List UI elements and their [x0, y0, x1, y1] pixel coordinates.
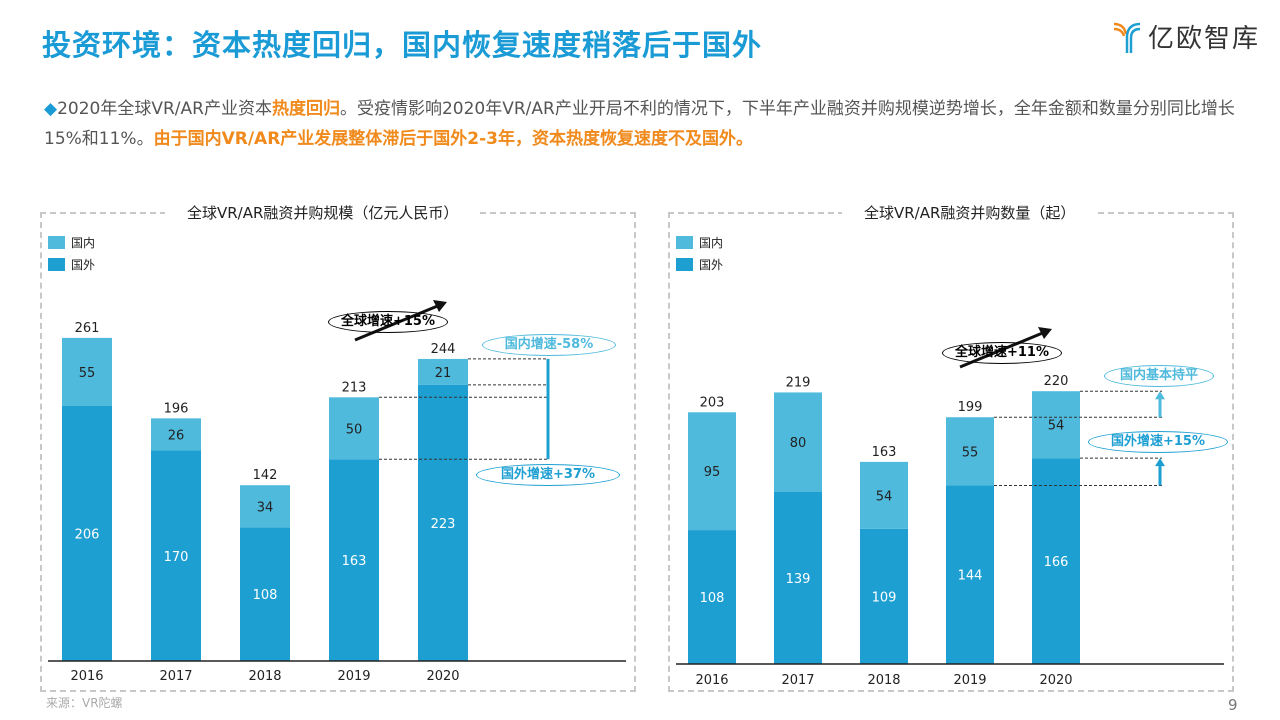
bar-total-label: 203 [700, 395, 725, 410]
chart-title: 全球VR/AR融资并购规模（亿元人民币） [165, 202, 481, 223]
annotation-global-growth: 全球增速+11% [942, 342, 1062, 364]
legend-item-domestic: 国内 [48, 234, 95, 251]
x-tick-label: 2019 [953, 673, 986, 688]
bar-value-label: 109 [872, 590, 897, 605]
arrow-head-icon [1038, 327, 1052, 339]
chart-title: 全球VR/AR融资并购数量（起） [842, 202, 1098, 223]
bar-value-label: 223 [431, 517, 456, 532]
bar-value-label: 55 [962, 445, 979, 460]
bar-value-label: 139 [786, 572, 811, 587]
bar-value-label: 34 [257, 500, 274, 515]
bar-foreign [240, 527, 290, 661]
bar-value-label: 55 [79, 366, 96, 381]
x-tick-label: 2020 [1039, 673, 1072, 688]
legend-item-foreign: 国外 [48, 256, 95, 273]
bar-value-label: 50 [346, 422, 363, 437]
bar-domestic [329, 397, 379, 460]
bar-total-label: 261 [75, 321, 100, 336]
bar-total-label: 219 [786, 375, 811, 390]
page-number: 9 [1228, 696, 1238, 714]
bar-total-label: 244 [431, 342, 456, 357]
x-tick-label: 2016 [695, 673, 728, 688]
bar-foreign [1032, 458, 1080, 664]
bar-domestic [860, 461, 908, 529]
legend-swatch [48, 236, 65, 249]
bar-value-label: 21 [435, 366, 452, 381]
bar-value-label: 108 [700, 591, 725, 606]
summary-paragraph: ◆2020年全球VR/AR产业资本热度回归。受疫情影响2020年VR/AR产业开… [44, 94, 1244, 154]
legend-label: 国内 [71, 236, 96, 250]
bar-domestic [62, 337, 112, 406]
legend-swatch [48, 258, 65, 271]
annotation-global-growth: 全球增速+15% [328, 311, 448, 333]
page-title: 投资环境：资本热度回归，国内恢复速度稍落后于国外 [42, 28, 763, 62]
bar-value-label: 206 [75, 527, 100, 542]
bar-total-label: 163 [872, 445, 897, 460]
source-note: 来源：VR陀螺 [46, 696, 123, 710]
bar-domestic [946, 417, 994, 486]
bar-value-label: 26 [168, 428, 185, 443]
annotation-domestic-growth: 国内增速-58% [482, 334, 616, 356]
bar-foreign [774, 491, 822, 664]
bar-value-label: 80 [790, 436, 807, 451]
bar-value-label: 163 [342, 554, 367, 569]
x-tick-label: 2016 [70, 669, 103, 684]
arrow-head-icon [433, 300, 447, 312]
bar-foreign [62, 405, 112, 661]
annotation-domestic-growth: 国内基本持平 [1104, 365, 1214, 387]
legend-item-foreign: 国外 [676, 256, 723, 273]
bar-total-label: 199 [958, 400, 983, 415]
summary-text: 2020年全球VR/AR产业资本 [57, 99, 272, 119]
bar-foreign [860, 528, 908, 664]
bar-total-label: 142 [253, 468, 278, 483]
annotation-foreign-growth: 国外增速+15% [1088, 431, 1228, 453]
x-tick-label: 2017 [159, 669, 192, 684]
bar-domestic [774, 392, 822, 492]
summary-highlight: 由于国内VR/AR产业发展整体滞后于国外2-3年，资本热度恢复速度不及国外。 [153, 129, 753, 149]
legend-label: 国外 [71, 258, 96, 272]
bar-foreign [329, 459, 379, 661]
x-tick-label: 2018 [867, 673, 900, 688]
bar-foreign [946, 485, 994, 664]
x-tick-label: 2017 [781, 673, 814, 688]
bullet-icon: ◆ [44, 99, 58, 119]
bar-domestic [240, 485, 290, 528]
legend-swatch [676, 258, 693, 271]
bar-foreign [151, 450, 201, 661]
bar-foreign [418, 384, 468, 661]
legend-label: 国内 [699, 236, 724, 250]
logo: 亿欧智库 [1112, 18, 1260, 55]
bar-domestic [418, 358, 468, 385]
bar-total-label: 213 [342, 380, 367, 395]
bar-domestic [1032, 391, 1080, 459]
summary-text: 。受疫情影响2020年VR/AR产业开局不利的情况下，下半年产业融资并购规模逆势… [44, 99, 1235, 149]
summary-highlight: 热度回归 [271, 99, 340, 119]
x-tick-label: 2018 [248, 669, 281, 684]
bar-value-label: 108 [253, 588, 278, 603]
legend-label: 国外 [699, 258, 724, 272]
x-tick-label: 2020 [426, 669, 459, 684]
bar-total-label: 220 [1044, 374, 1069, 389]
bar-domestic [151, 418, 201, 451]
bar-value-label: 166 [1044, 555, 1069, 570]
bar-domestic [688, 412, 736, 531]
logo-icon [1113, 22, 1141, 53]
x-tick-label: 2019 [337, 669, 370, 684]
bar-foreign [688, 530, 736, 664]
legend-swatch [676, 236, 693, 249]
bar-value-label: 170 [164, 550, 189, 565]
bar-value-label: 54 [1048, 419, 1065, 434]
logo-text: 亿欧智库 [1148, 24, 1261, 54]
bar-value-label: 54 [876, 489, 893, 504]
arrow-head-icon [1155, 458, 1165, 467]
annotation-foreign-growth: 国外增速+37% [476, 464, 620, 486]
bar-value-label: 144 [958, 569, 983, 584]
legend-item-domestic: 国内 [676, 234, 723, 251]
bar-total-label: 196 [164, 401, 189, 416]
bar-value-label: 95 [704, 465, 721, 480]
arrow-head-icon [1155, 391, 1165, 400]
